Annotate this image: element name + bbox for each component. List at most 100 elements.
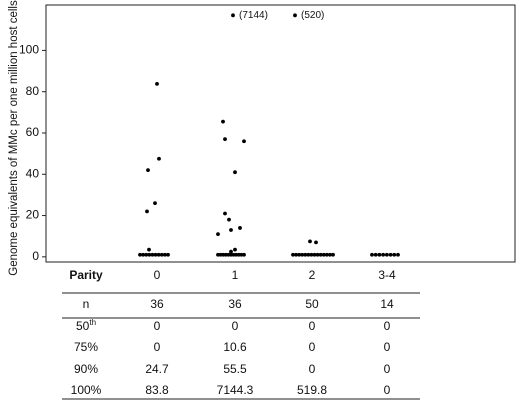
data-point: [156, 252, 161, 257]
table-cell: 0: [384, 340, 391, 354]
data-point: [328, 252, 332, 257]
data-point: [223, 211, 227, 216]
data-point: [377, 252, 382, 257]
table-row-label: 75%: [74, 340, 98, 354]
table-cell: 0: [309, 340, 316, 354]
data-point: [147, 247, 151, 252]
y-axis-label: Genome equivalents of MMc per one millio…: [8, 0, 20, 276]
row-label-text: 90%: [74, 362, 98, 376]
data-point: [309, 252, 314, 257]
table-cell: 83.8: [145, 383, 169, 397]
table-cell: 0: [309, 319, 316, 333]
table-cell: 36: [228, 297, 242, 311]
data-point: [233, 247, 237, 252]
y-tick-label: 60: [26, 125, 40, 139]
table-header-cell: 3-4: [378, 268, 396, 282]
data-point: [370, 252, 374, 257]
data-point: [216, 232, 220, 237]
data-point: [234, 252, 239, 257]
table-cell: 24.7: [145, 362, 169, 376]
data-point: [231, 252, 236, 257]
table-row-label: 50th: [76, 318, 96, 333]
table-header-cell: 0: [154, 268, 161, 282]
table-cell: 0: [384, 362, 391, 376]
table-cell: 55.5: [223, 362, 247, 376]
plot-frame: [45, 4, 516, 263]
data-point: [223, 137, 227, 142]
data-point: [227, 217, 231, 222]
data-point: [159, 252, 164, 257]
table-cell: 0: [232, 319, 239, 333]
data-point: [242, 139, 246, 144]
data-point: [229, 249, 233, 254]
row-label-text: 75%: [74, 340, 98, 354]
data-point: [297, 252, 302, 257]
data-point: [223, 252, 228, 257]
data-point: [373, 252, 378, 257]
data-point: [396, 252, 400, 257]
data-point: [226, 252, 231, 257]
data-point: [318, 252, 323, 257]
table-header-label: Parity: [69, 268, 103, 282]
data-point: [308, 239, 312, 244]
data-point: [315, 252, 320, 257]
row-label-text: n: [83, 297, 90, 311]
data-point: [155, 81, 159, 86]
data-point: [162, 252, 167, 257]
table-header-cell: 2: [309, 268, 316, 282]
row-label-text: 100%: [71, 383, 102, 397]
table-row-label: 90%: [74, 362, 98, 376]
data-point: [331, 252, 335, 257]
data-point: [312, 252, 317, 257]
table-cell: 14: [380, 297, 394, 311]
table-header-cell: 1: [232, 268, 239, 282]
data-point: [218, 252, 223, 257]
table-cell: 36: [150, 297, 164, 311]
data-point: [388, 252, 393, 257]
data-point: [392, 252, 397, 257]
y-tick-label: 100: [19, 43, 39, 57]
table-cell: 0: [154, 340, 161, 354]
annotation: (7144): [239, 10, 268, 21]
data-point: [236, 252, 241, 257]
data-point: [157, 156, 161, 161]
row-label-text: 50: [76, 319, 90, 333]
data-point: [381, 252, 386, 257]
data-point: [229, 252, 233, 257]
table-cell: 0: [309, 362, 316, 376]
data-point: [138, 252, 142, 257]
data-point: [145, 209, 149, 214]
data-point: [303, 252, 308, 257]
data-point: [153, 252, 158, 257]
table-row-label: n: [83, 297, 90, 311]
row-label-sup: th: [89, 318, 96, 327]
data-point: [216, 252, 220, 257]
data-point: [229, 228, 233, 232]
data-point: [150, 252, 155, 257]
table-cell: 10.6: [223, 340, 247, 354]
y-tick-label: 20: [26, 208, 40, 222]
data-point: [166, 252, 170, 257]
data-point: [384, 252, 389, 257]
data-point: [321, 252, 326, 257]
y-tick-label: 40: [26, 166, 40, 180]
data-point: [153, 201, 157, 206]
table-cell: 7144.3: [217, 383, 254, 397]
data-point: [147, 252, 152, 257]
table-cell: 0: [154, 319, 161, 333]
data-point: [233, 170, 237, 175]
data-point: [238, 226, 242, 230]
table-cell: 519.8: [297, 383, 327, 397]
data-point: [144, 252, 149, 257]
annotation: (520): [301, 10, 324, 21]
data-point: [324, 252, 329, 257]
data-point: [221, 252, 226, 257]
data-point: [300, 252, 305, 257]
data-point: [239, 252, 244, 257]
table-cell: 0: [384, 319, 391, 333]
data-point: [294, 252, 298, 257]
data-point: [231, 13, 235, 18]
data-point: [221, 119, 225, 124]
